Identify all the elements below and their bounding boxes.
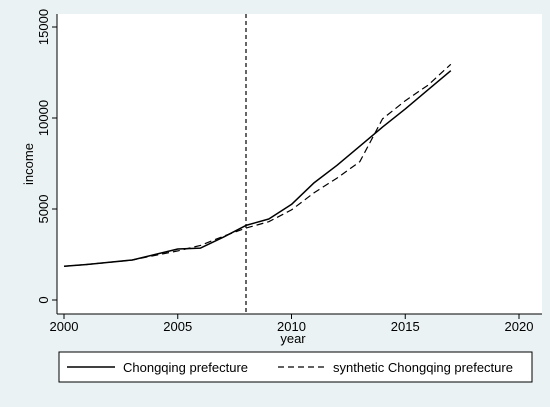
series-line-1 — [63, 70, 452, 268]
legend-box — [58, 351, 533, 383]
x-tick-label-2015: 2015 — [391, 319, 420, 334]
y-tick-label-5000: 5000 — [36, 195, 51, 224]
plot-area — [57, 14, 542, 314]
y-axis-label: income — [21, 143, 36, 185]
y-tick-label-10000: 10000 — [36, 100, 51, 136]
legend-label-series-1: Chongqing prefecture — [123, 360, 248, 375]
x-tick-label-2000: 2000 — [50, 319, 79, 334]
x-tick-label-2005: 2005 — [163, 319, 192, 334]
legend-label-series-2: synthetic Chongqing prefecture — [333, 360, 513, 375]
y-tick-label-15000: 15000 — [36, 9, 51, 45]
x-axis-label: year — [280, 331, 306, 346]
series-line-2 — [63, 63, 452, 267]
legend: Chongqing prefecture synthetic Chongqing… — [58, 351, 533, 383]
y-tick-label-0: 0 — [36, 296, 51, 303]
x-tick-label-2020: 2020 — [505, 319, 534, 334]
x-tick-label-2010: 2010 — [277, 319, 306, 334]
